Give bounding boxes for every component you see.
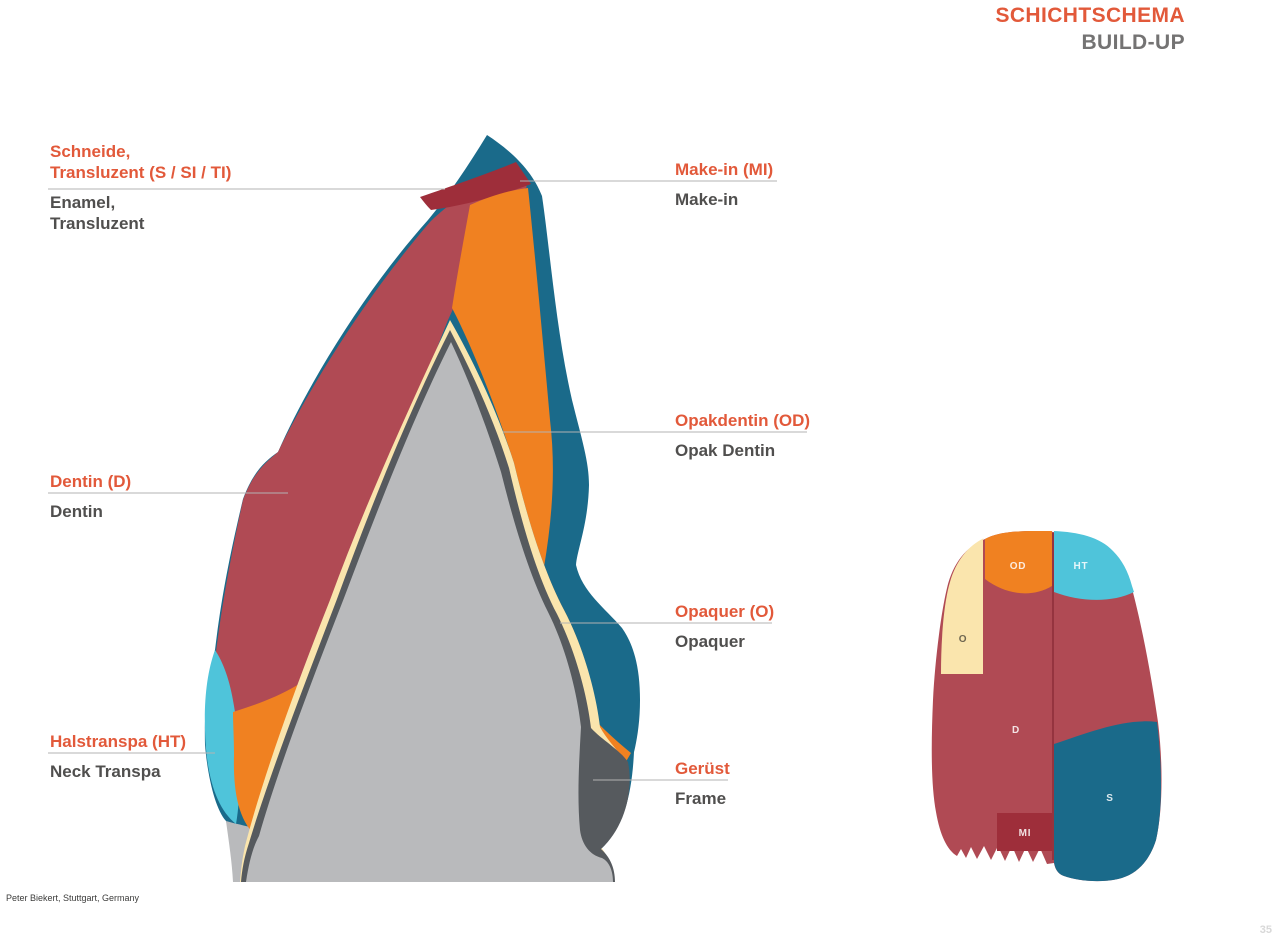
label-opaquer-en: Opaquer bbox=[675, 632, 745, 651]
label-dentin-de: Dentin (D) bbox=[50, 472, 132, 491]
label-halstranspa: Halstranspa (HT) Neck Transpa bbox=[50, 731, 186, 782]
mini-label-o: O bbox=[959, 634, 968, 645]
title-buildup: BUILD-UP bbox=[1081, 31, 1185, 54]
label-halstranspa-de: Halstranspa (HT) bbox=[50, 732, 187, 751]
label-schneide-de-line1: Schneide, bbox=[50, 142, 131, 161]
label-makein-de: Make-in (MI) bbox=[675, 160, 774, 179]
credit-text: Peter Biekert, Stuttgart, Germany bbox=[6, 893, 140, 903]
label-schneide-en-line2: Transluzent bbox=[50, 214, 145, 233]
mini-halstranspa-shape bbox=[1054, 531, 1134, 600]
label-opaquer-de: Opaquer (O) bbox=[675, 602, 775, 621]
mini-label-ht: HT bbox=[1074, 561, 1089, 572]
label-spacer bbox=[50, 752, 186, 761]
label-geruest-de: Gerüst bbox=[675, 759, 730, 778]
mini-label-d: D bbox=[1012, 725, 1020, 736]
large-tooth-cross-section bbox=[204, 135, 640, 882]
label-halstranspa-en: Neck Transpa bbox=[50, 762, 161, 781]
label-geruest: Gerüst Frame bbox=[675, 758, 730, 809]
label-spacer bbox=[675, 779, 730, 788]
label-schneide-de-line2: Transluzent (S / SI / TI) bbox=[50, 163, 232, 182]
opakdentin-layer-shape bbox=[233, 188, 631, 836]
mini-opaquer-shape bbox=[941, 538, 984, 674]
label-spacer bbox=[675, 622, 774, 631]
label-opakdentin: Opakdentin (OD) Opak Dentin bbox=[675, 410, 810, 461]
mini-buildup-tooth: OD HT O D S MI bbox=[931, 531, 1162, 882]
label-dentin-en: Dentin bbox=[50, 502, 103, 521]
dentin-layer-shape bbox=[216, 170, 527, 714]
label-schneide-en-line1: Enamel, bbox=[50, 193, 116, 212]
page-title: SCHICHTSCHEMA BUILD-UP bbox=[995, 2, 1185, 56]
label-makein-en: Make-in bbox=[675, 190, 739, 209]
title-schichtschema: SCHICHTSCHEMA bbox=[995, 4, 1185, 27]
label-dentin: Dentin (D) Dentin bbox=[50, 471, 131, 522]
label-geruest-en: Frame bbox=[675, 789, 727, 808]
mini-label-mi: MI bbox=[1019, 828, 1032, 839]
die-stump-shape bbox=[246, 342, 613, 882]
halstranspa-layer-shape bbox=[204, 650, 240, 824]
label-opaquer: Opaquer (O) Opaquer bbox=[675, 601, 774, 652]
label-opakdentin-en: Opak Dentin bbox=[675, 441, 776, 460]
makein-layer-shape bbox=[420, 162, 531, 210]
leader-lines bbox=[48, 180, 807, 781]
label-opakdentin-de: Opakdentin (OD) bbox=[675, 411, 811, 430]
label-makein: Make-in (MI) Make-in bbox=[675, 159, 773, 210]
label-spacer bbox=[675, 431, 810, 440]
mini-makein-shape bbox=[997, 813, 1052, 851]
mini-schneide-shape bbox=[1054, 721, 1161, 882]
label-spacer bbox=[675, 180, 773, 189]
mini-label-s: S bbox=[1106, 793, 1113, 804]
label-spacer bbox=[50, 183, 231, 192]
label-spacer bbox=[50, 492, 131, 501]
mini-opakdentin-shape bbox=[985, 531, 1052, 594]
page-number: 35 bbox=[1259, 924, 1272, 936]
label-schneide: Schneide, Transluzent (S / SI / TI) Enam… bbox=[50, 141, 231, 234]
mini-label-od: OD bbox=[1010, 561, 1027, 572]
